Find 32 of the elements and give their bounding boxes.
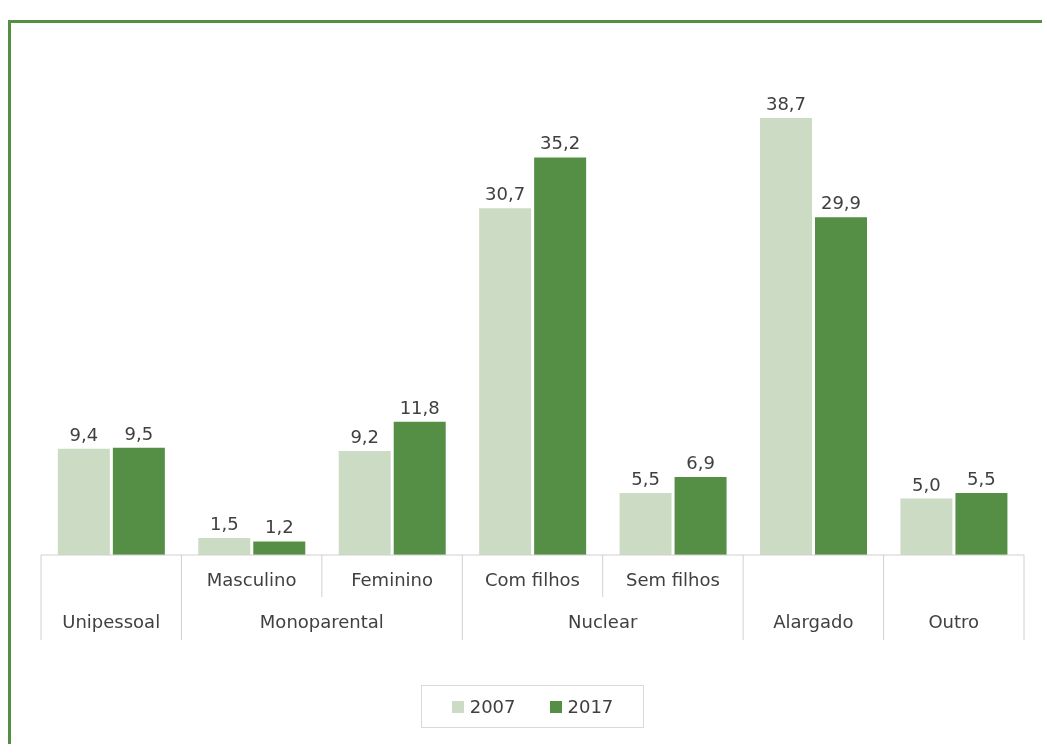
data-label: 9,5 (124, 422, 154, 444)
data-label: 5,5 (631, 467, 660, 489)
data-label: 5,0 (912, 473, 941, 495)
text: Nuclear (568, 611, 638, 632)
bar (112, 447, 165, 555)
x-tick-label: Alargado (773, 611, 854, 632)
text: Monoparental (259, 611, 384, 632)
data-label: 1,2 (264, 516, 294, 538)
x-tick-label: Masculino (206, 569, 297, 590)
bar (393, 421, 446, 555)
data-label: 1,5 (209, 513, 239, 535)
x-tick-label: Outro (928, 611, 980, 632)
data-label: 29,9 (820, 192, 862, 214)
data-label: 9,4 (69, 423, 99, 445)
bar (253, 541, 306, 555)
bar (814, 217, 867, 555)
data-label: 35,2 (540, 132, 581, 154)
bar (955, 492, 1008, 555)
x-tick-label: Feminino (351, 569, 433, 590)
bar (534, 157, 587, 555)
bar (674, 477, 727, 555)
x-tick-label: Sem filhos (625, 569, 720, 590)
data-label: 6,9 (686, 452, 715, 474)
data-label: 38,7 (765, 92, 807, 114)
legend-label: 2007 (468, 696, 516, 717)
data-label: 5,5 (967, 467, 996, 489)
data-label: 11,8 (399, 396, 440, 418)
data-label: 9,2 (350, 426, 380, 448)
data-label: 30,7 (485, 183, 526, 205)
x-tick-label: Com filhos (485, 569, 580, 590)
x-tick-label: Unipessoal (62, 611, 161, 632)
legend-label: 2017 (566, 696, 614, 717)
